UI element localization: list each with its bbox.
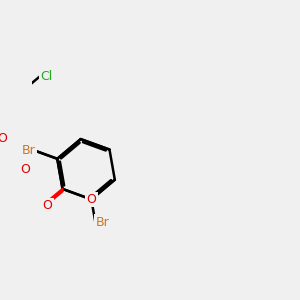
Text: O: O: [86, 193, 96, 206]
Text: Br: Br: [95, 215, 109, 229]
Text: O: O: [0, 132, 8, 146]
Text: Cl: Cl: [40, 70, 52, 83]
Text: O: O: [43, 199, 52, 212]
Text: O: O: [21, 164, 31, 176]
Text: Br: Br: [22, 144, 36, 158]
